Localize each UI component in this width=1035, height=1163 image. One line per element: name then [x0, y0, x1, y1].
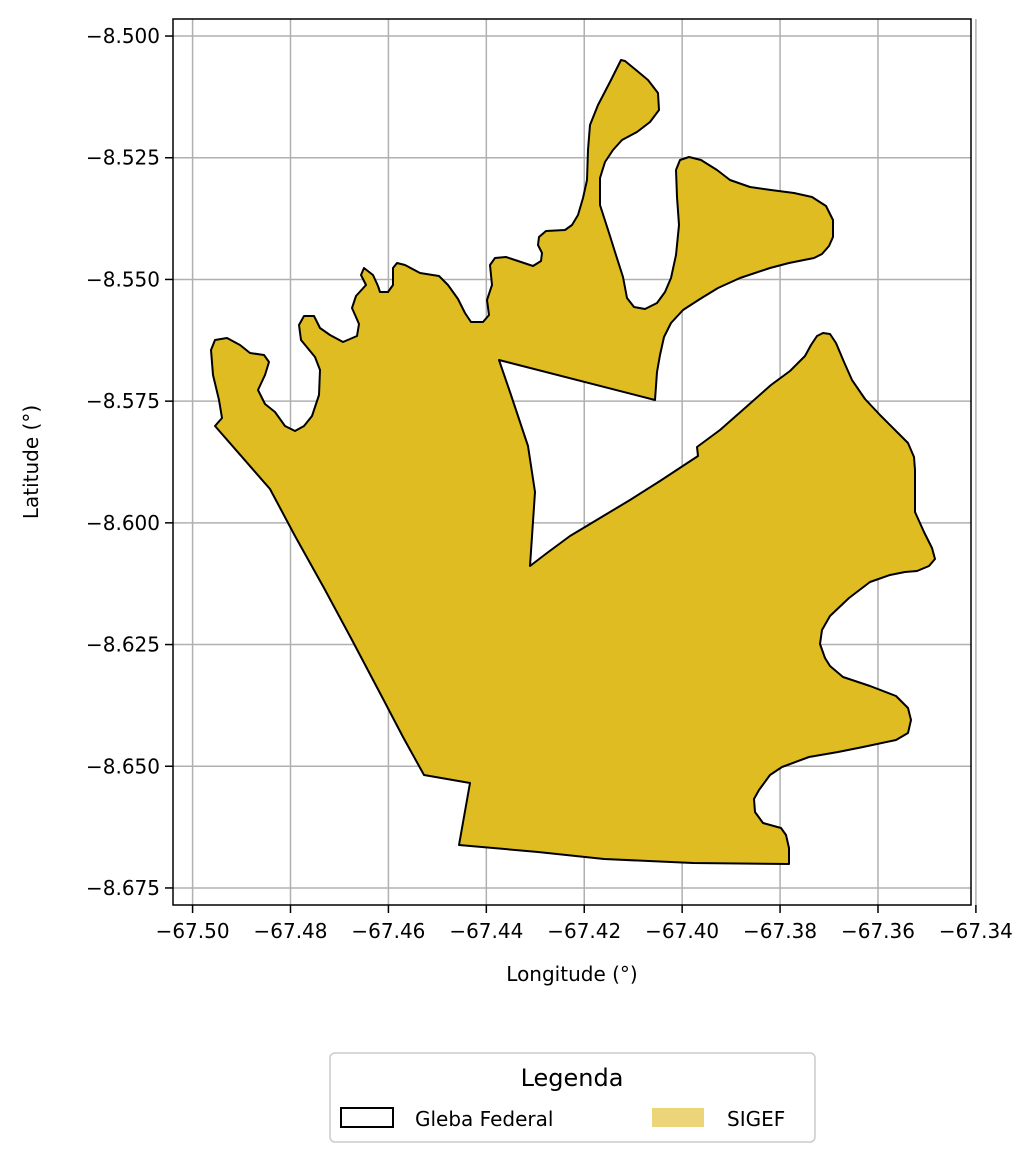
plot-frame	[172, 18, 972, 906]
legend-title: Legenda	[521, 1064, 624, 1092]
x-tick-label: −67.50	[156, 919, 230, 943]
x-tick-label: −67.48	[253, 919, 327, 943]
y-axis-label: Latitude (°)	[19, 405, 43, 519]
y-tick-label: −8.650	[86, 754, 160, 778]
x-tick-label: −67.44	[449, 919, 523, 943]
x-tick-label: −67.42	[547, 919, 621, 943]
y-axis-ticks: −8.500 −8.525 −8.550 −8.575 −8.600 −8.625 −8.6…	[86, 24, 173, 900]
sigef-polygon-fill	[210, 59, 936, 865]
y-tick-label: −8.525	[86, 146, 160, 170]
y-tick-label: −8.500	[86, 24, 160, 48]
legend-swatch-gleba-federal	[340, 1107, 394, 1128]
sigef-polygon	[210, 59, 936, 865]
x-tick-label: −67.40	[645, 919, 719, 943]
legend-swatch-sigef	[652, 1108, 704, 1127]
legend-label-sigef: SIGEF	[727, 1107, 785, 1131]
y-tick-label: −8.600	[86, 511, 160, 535]
x-axis-label: Longitude (°)	[506, 962, 637, 986]
y-tick-label: −8.575	[86, 389, 160, 413]
x-tick-label: −67.34	[939, 919, 1013, 943]
y-tick-label: −8.675	[86, 876, 160, 900]
y-tick-label: −8.625	[86, 633, 160, 657]
x-tick-label: −67.38	[743, 919, 817, 943]
y-tick-label: −8.550	[86, 267, 160, 291]
x-axis-ticks: −67.50 −67.48 −67.46 −67.44 −67.42 −67.40 −67.…	[156, 905, 1013, 943]
x-tick-label: −67.36	[841, 919, 915, 943]
legend-label-gleba-federal: Gleba Federal	[415, 1107, 553, 1131]
x-tick-label: −67.46	[351, 919, 425, 943]
legend: Legenda Gleba Federal SIGEF	[329, 1052, 816, 1143]
